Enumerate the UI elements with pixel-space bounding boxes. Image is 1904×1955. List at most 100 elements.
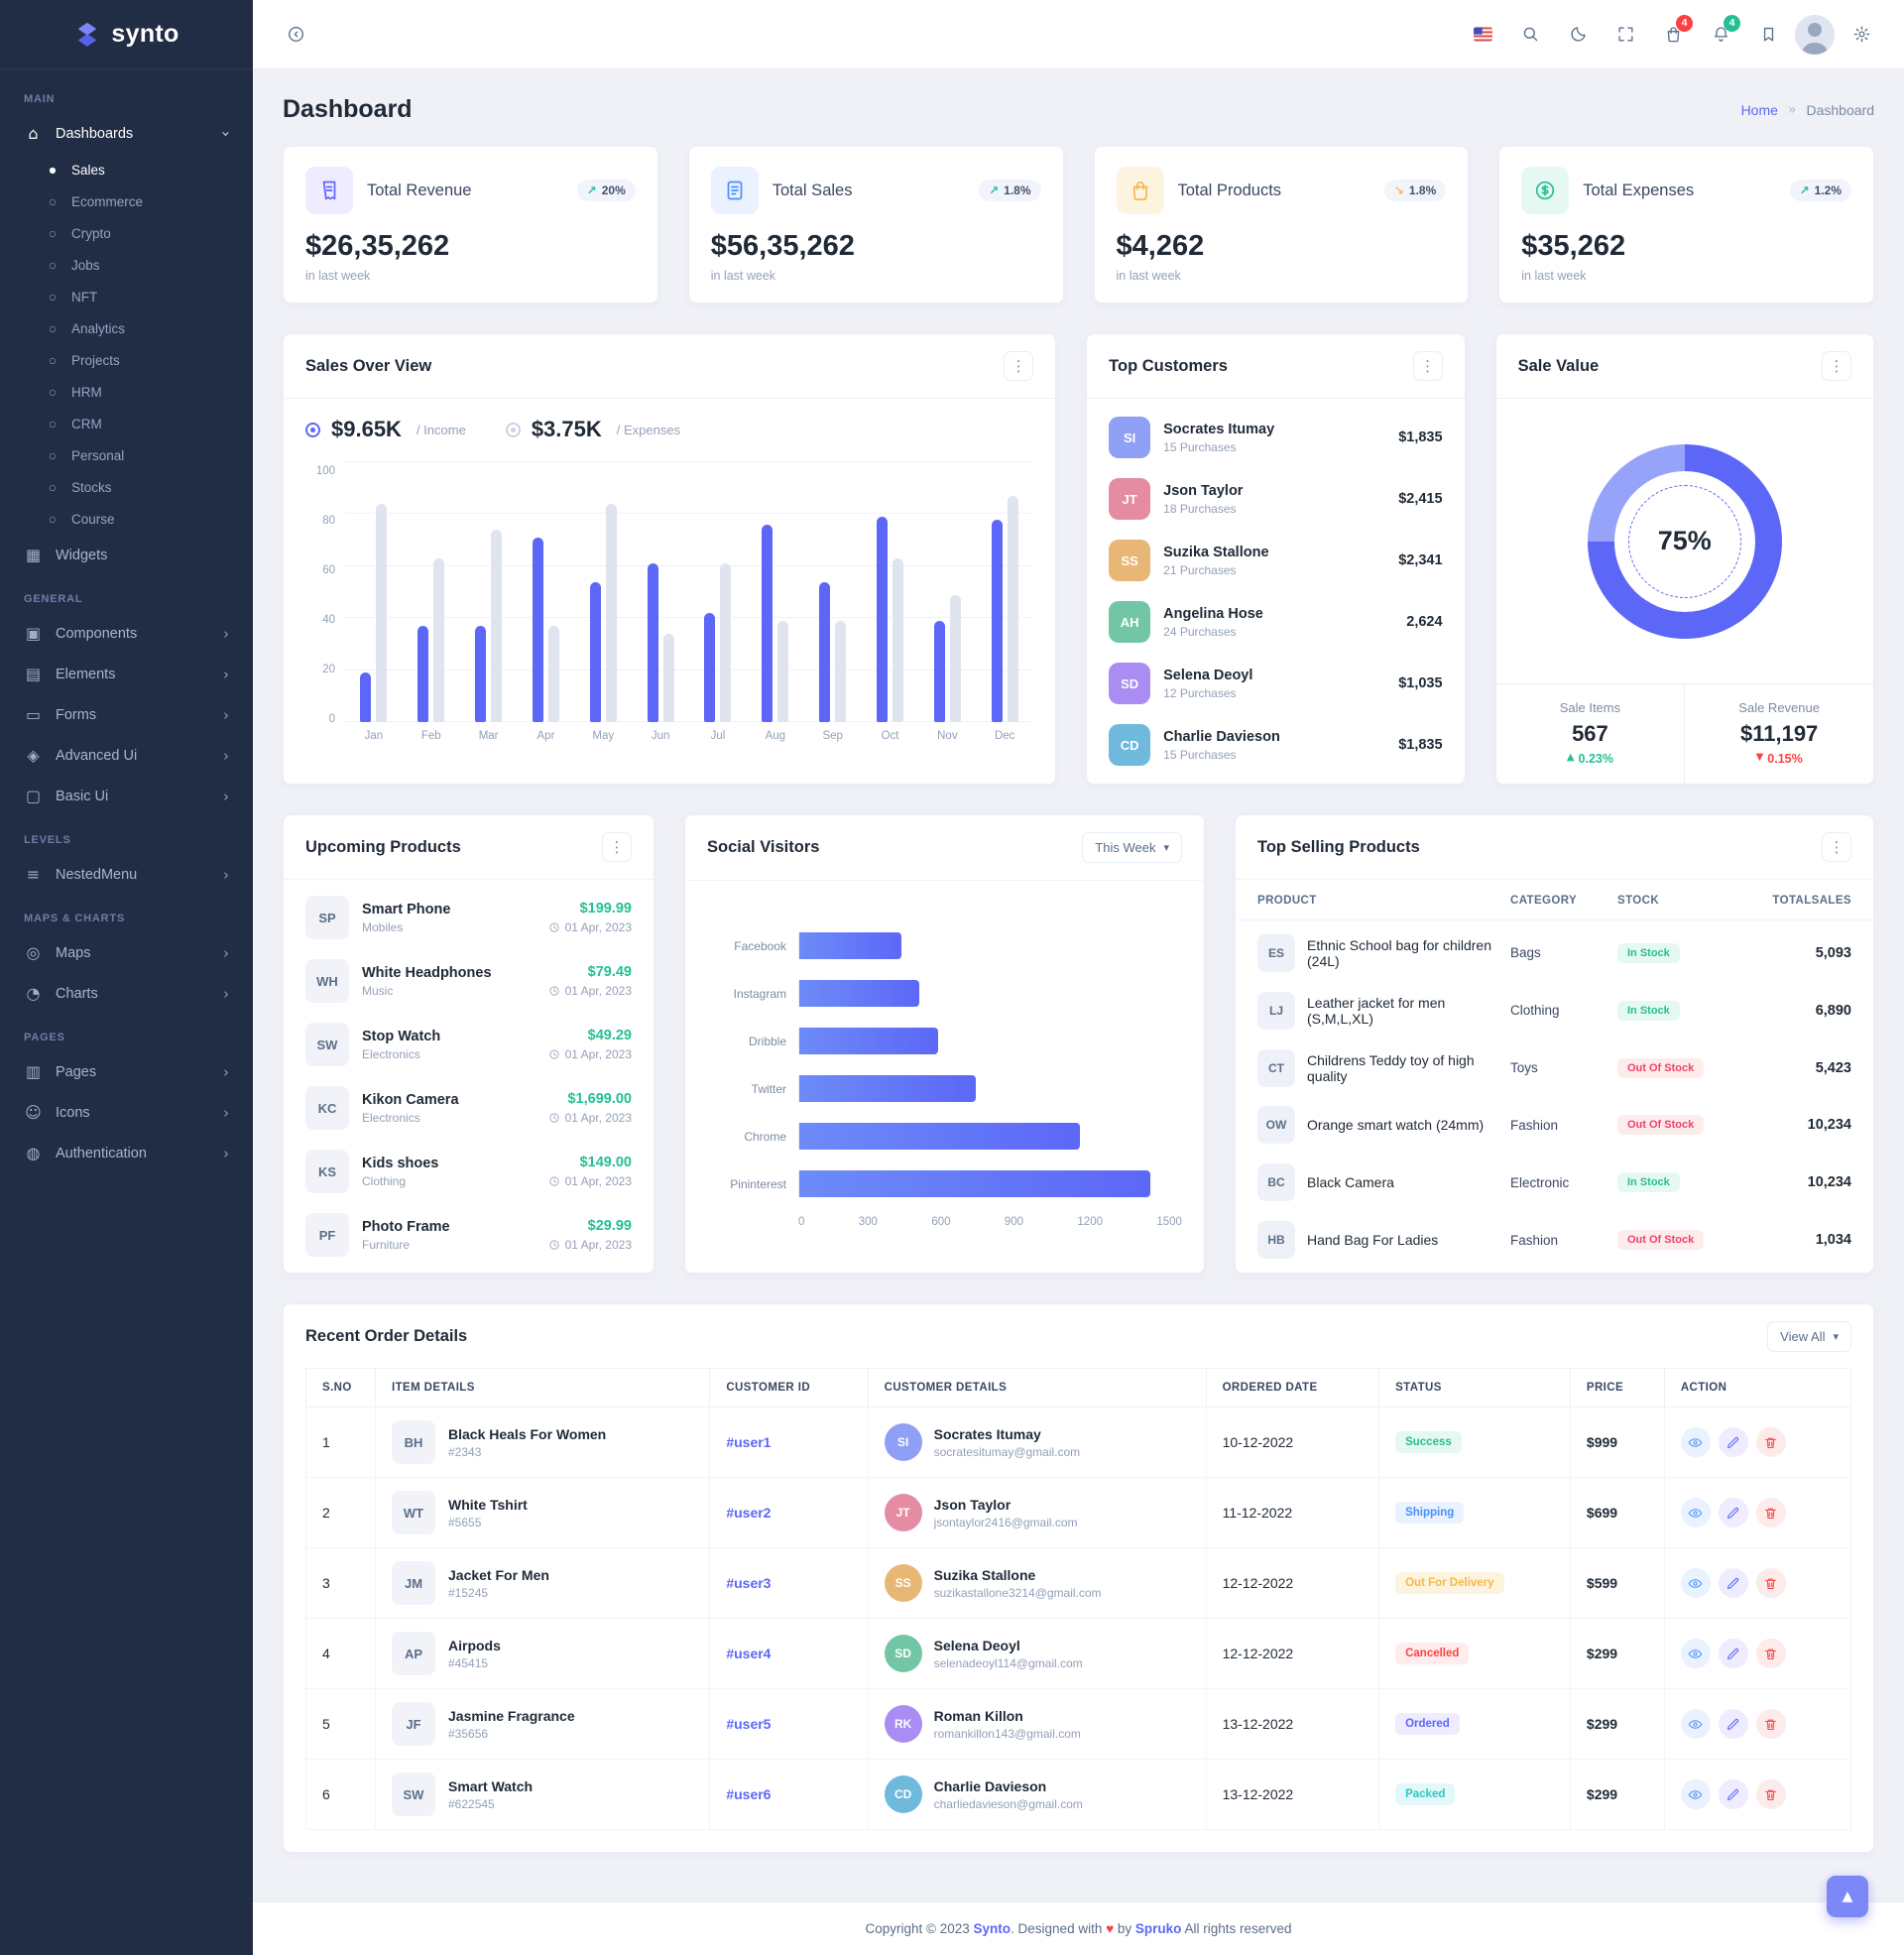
sidebar-toggle-button[interactable] bbox=[275, 14, 316, 56]
customer-row[interactable]: CD Charlie Davieson 15 Purchases $1,835 bbox=[1087, 714, 1464, 776]
sidebar-item-charts[interactable]: ◔ Charts › bbox=[0, 973, 253, 1014]
sidebar-subitem-crm[interactable]: ○ CRM bbox=[0, 408, 253, 439]
customer-id-link[interactable]: #user1 bbox=[709, 1406, 869, 1478]
social-bar-row-dribble: Dribble bbox=[707, 1018, 1182, 1065]
sidebar-item-forms[interactable]: ▭ Forms › bbox=[0, 694, 253, 735]
edit-order-button[interactable] bbox=[1718, 1779, 1748, 1809]
sidebar-subitem-hrm[interactable]: ○ HRM bbox=[0, 376, 253, 408]
top-selling-row[interactable]: LJ Leather jacket for men (S,M,L,XL) Clo… bbox=[1236, 983, 1873, 1039]
footer-agency-link[interactable]: Spruko bbox=[1134, 1921, 1182, 1936]
view-order-button[interactable] bbox=[1680, 1779, 1711, 1809]
sidebar-item-icons[interactable]: ☺ Icons › bbox=[0, 1092, 253, 1133]
edit-order-button[interactable] bbox=[1718, 1427, 1748, 1457]
sidebar-subitem-projects[interactable]: ○ Projects bbox=[0, 344, 253, 376]
sidebar-subitem-personal[interactable]: ○ Personal bbox=[0, 439, 253, 471]
sidebar-item-widgets[interactable]: ▦ Widgets bbox=[0, 535, 253, 575]
stat-change-badge: ↗ 20% bbox=[576, 180, 636, 201]
bar-group-dec bbox=[976, 462, 1033, 722]
settings-button[interactable] bbox=[1841, 14, 1882, 56]
view-order-button[interactable] bbox=[1680, 1709, 1711, 1739]
sidebar-item-advanced-ui[interactable]: ◈ Advanced Ui › bbox=[0, 735, 253, 776]
breadcrumb-home-link[interactable]: Home bbox=[1740, 101, 1778, 118]
top-selling-row[interactable]: OW Orange smart watch (24mm) Fashion Out… bbox=[1236, 1097, 1873, 1153]
stat-change-value: 1.2% bbox=[1814, 183, 1842, 197]
view-all-dropdown[interactable]: View All ▾ bbox=[1767, 1321, 1851, 1352]
upcoming-product-row[interactable]: KC Kikon Camera Electronics $1,699.00 bbox=[284, 1076, 654, 1140]
upcoming-product-row[interactable]: PF Photo Frame Furniture $29.99 01 bbox=[284, 1203, 654, 1267]
chevron-right-icon: › bbox=[223, 865, 229, 884]
item-thumb: JF bbox=[392, 1702, 435, 1746]
sale-value-card: Sale Value ⋮ 75% Sale Items 567 bbox=[1494, 333, 1874, 785]
scroll-top-button[interactable]: ▲ bbox=[1827, 1876, 1868, 1917]
sidebar-subitem-ecommerce[interactable]: ○ Ecommerce bbox=[0, 185, 253, 217]
sidebar-subitem-analytics[interactable]: ○ Analytics bbox=[0, 312, 253, 344]
view-order-button[interactable] bbox=[1680, 1498, 1711, 1527]
view-order-button[interactable] bbox=[1680, 1568, 1711, 1598]
fullscreen-button[interactable] bbox=[1605, 14, 1646, 56]
customer-id-link[interactable]: #user3 bbox=[709, 1547, 869, 1619]
view-order-button[interactable] bbox=[1680, 1639, 1711, 1668]
sidebar-subitem-sales[interactable]: ● Sales bbox=[0, 154, 253, 185]
card-menu-button[interactable]: ⋮ bbox=[1412, 351, 1443, 381]
customer-id-link[interactable]: #user2 bbox=[709, 1477, 869, 1548]
sidebar-item-dashboards[interactable]: ⌂ Dashboards › bbox=[0, 113, 253, 154]
delete-order-button[interactable] bbox=[1755, 1639, 1786, 1668]
edit-order-button[interactable] bbox=[1718, 1639, 1748, 1668]
sidebar-item-authentication[interactable]: ◍ Authentication › bbox=[0, 1133, 253, 1173]
card-menu-button[interactable]: ⋮ bbox=[1822, 832, 1851, 862]
delete-order-button[interactable] bbox=[1755, 1779, 1786, 1809]
sidebar-item-maps[interactable]: ◎ Maps › bbox=[0, 932, 253, 973]
sidebar-item-nestedmenu[interactable]: ≡ NestedMenu › bbox=[0, 854, 253, 895]
top-selling-row[interactable]: ES Ethnic School bag for children (24L) … bbox=[1236, 925, 1873, 981]
edit-order-button[interactable] bbox=[1718, 1568, 1748, 1598]
delete-order-button[interactable] bbox=[1755, 1498, 1786, 1527]
customer-row[interactable]: JT Json Taylor 18 Purchases $2,415 bbox=[1087, 468, 1464, 530]
edit-order-button[interactable] bbox=[1718, 1498, 1748, 1527]
cart-button[interactable]: 4 bbox=[1652, 14, 1694, 56]
sidebar-subitem-stocks[interactable]: ○ Stocks bbox=[0, 471, 253, 503]
card-menu-button[interactable]: ⋮ bbox=[602, 832, 632, 862]
delete-order-button[interactable] bbox=[1755, 1568, 1786, 1598]
sidebar-item-basic-ui[interactable]: ▢ Basic Ui › bbox=[0, 776, 253, 816]
profile-button[interactable] bbox=[1795, 14, 1835, 55]
upcoming-product-row[interactable]: KS Kids shoes Clothing $149.00 01 A bbox=[284, 1140, 654, 1203]
dark-mode-button[interactable] bbox=[1557, 14, 1599, 56]
customer-id-link[interactable]: #user5 bbox=[709, 1688, 869, 1760]
customer-row[interactable]: SS Suzika Stallone 21 Purchases $2,341 bbox=[1087, 530, 1464, 591]
upcoming-product-row[interactable]: WH White Headphones Music $79.49 01 bbox=[284, 949, 654, 1013]
chevron-right-icon: › bbox=[223, 1144, 229, 1162]
top-selling-row[interactable]: CT Childrens Teddy toy of high quality T… bbox=[1236, 1040, 1873, 1096]
card-menu-button[interactable]: ⋮ bbox=[1004, 351, 1034, 381]
customer-row[interactable]: SD Selena Deoyl 12 Purchases $1,035 bbox=[1087, 653, 1464, 714]
upcoming-product-row[interactable]: SW Stop Watch Electronics $49.29 01 bbox=[284, 1013, 654, 1076]
customer-id-link[interactable]: #user4 bbox=[709, 1618, 869, 1689]
customer-id-link[interactable]: #user6 bbox=[709, 1759, 869, 1830]
customer-row[interactable]: AH Angelina Hose 24 Purchases 2,624 bbox=[1087, 591, 1464, 653]
sidebar-subitem-crypto[interactable]: ○ Crypto bbox=[0, 217, 253, 249]
upcoming-product-row[interactable]: SP Smart Phone Mobiles $199.99 01 A bbox=[284, 886, 654, 949]
top-selling-row[interactable]: BC Black Camera Electronic In Stock 10,2… bbox=[1236, 1155, 1873, 1210]
order-price: $299 bbox=[1569, 1759, 1665, 1830]
sidebar-subitem-nft[interactable]: ○ NFT bbox=[0, 281, 253, 312]
language-button[interactable] bbox=[1462, 14, 1503, 56]
delete-order-button[interactable] bbox=[1755, 1709, 1786, 1739]
card-menu-button[interactable]: ⋮ bbox=[1822, 351, 1851, 381]
social-filter-dropdown[interactable]: This Week ▾ bbox=[1082, 832, 1182, 863]
sidebar-subitem-jobs[interactable]: ○ Jobs bbox=[0, 249, 253, 281]
customer-row[interactable]: SI Socrates Itumay 15 Purchases $1,835 bbox=[1087, 407, 1464, 468]
search-button[interactable] bbox=[1509, 14, 1551, 56]
bookmark-button[interactable] bbox=[1747, 14, 1789, 56]
notifications-button[interactable]: 4 bbox=[1700, 14, 1741, 56]
delete-icon bbox=[1763, 1506, 1778, 1521]
delete-order-button[interactable] bbox=[1755, 1427, 1786, 1457]
brand-logo[interactable]: synto bbox=[0, 0, 253, 69]
sidebar-item-pages[interactable]: ▥ Pages › bbox=[0, 1051, 253, 1092]
sidebar-subitem-course[interactable]: ○ Course bbox=[0, 503, 253, 535]
top-selling-row[interactable]: HB Hand Bag For Ladies Fashion Out Of St… bbox=[1236, 1212, 1873, 1268]
edit-order-button[interactable] bbox=[1718, 1709, 1748, 1739]
footer-brand-link[interactable]: Synto bbox=[973, 1921, 1012, 1936]
view-order-button[interactable] bbox=[1680, 1427, 1711, 1457]
sidebar-item-components[interactable]: ▣ Components › bbox=[0, 613, 253, 654]
menu-toggle-icon bbox=[287, 25, 305, 44]
sidebar-item-elements[interactable]: ▤ Elements › bbox=[0, 654, 253, 694]
